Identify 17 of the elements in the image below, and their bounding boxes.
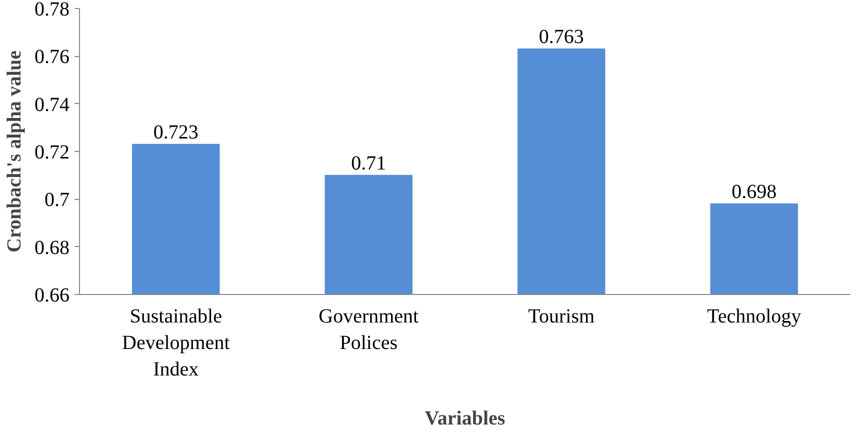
y-tick-label: 0.66	[34, 284, 70, 306]
data-label: 0.763	[538, 26, 584, 48]
data-label: 0.698	[732, 180, 777, 203]
x-axis-title: Variables	[424, 407, 506, 430]
y-tick-label: 0.74	[34, 94, 70, 116]
y-tick-label: 0.68	[34, 236, 70, 259]
x-tick-label: Sustainable Development Index	[122, 306, 230, 380]
y-tick-label: 0.7	[44, 189, 70, 212]
y-tick-label: 0.72	[34, 142, 70, 164]
data-label: 0.71	[351, 152, 386, 174]
data-label: 0.723	[153, 121, 198, 144]
x-tick-label: Government Polices	[318, 306, 420, 354]
y-axis-title: Cronbach's alpha value	[4, 50, 26, 252]
y-tick-label: 0.76	[34, 46, 70, 68]
x-tick-label: Technology	[707, 306, 802, 328]
y-tick-label: 0.78	[34, 0, 70, 20]
x-tick-label: Tourism	[528, 306, 596, 328]
